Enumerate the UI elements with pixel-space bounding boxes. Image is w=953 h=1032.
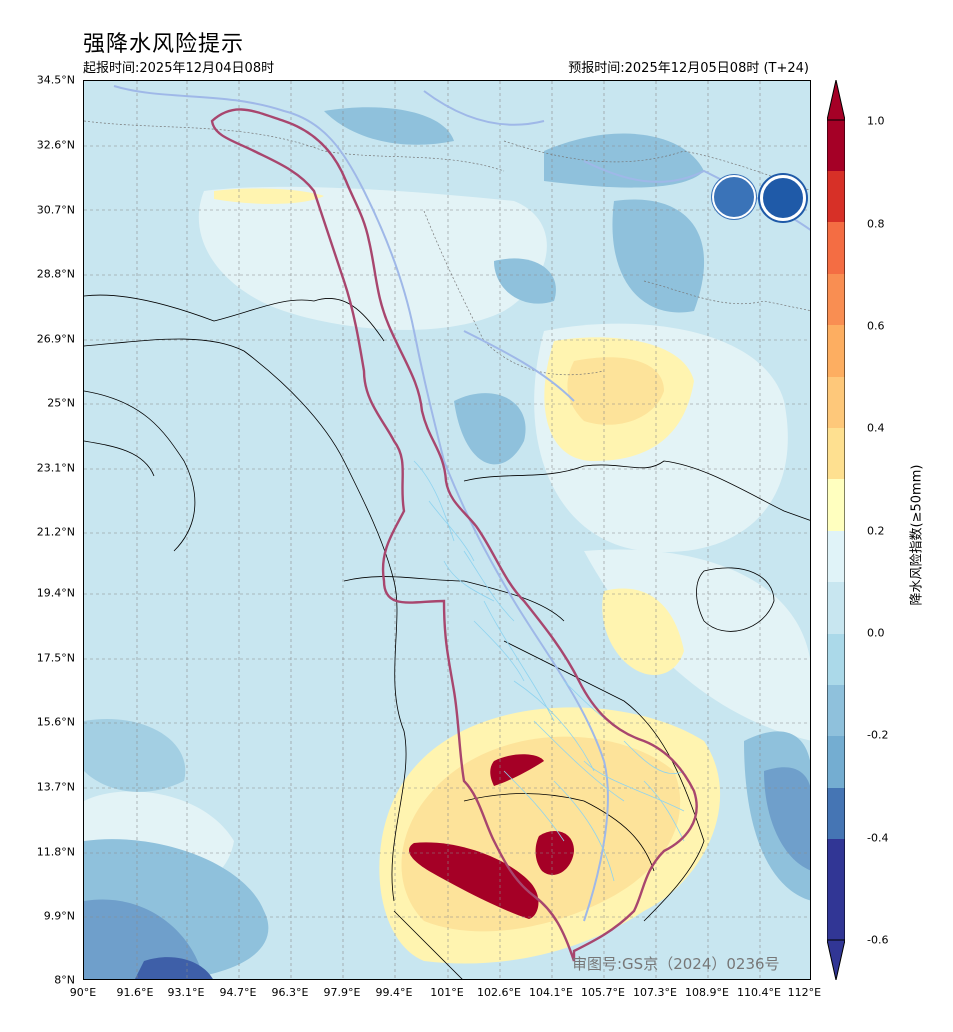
lon-label: 99.4°E [375,986,413,999]
lat-label: 17.5°N [36,651,75,665]
lat-label: 21.2°N [36,525,75,539]
lat-label: 30.7°N [36,203,75,217]
map-canvas [84,81,810,979]
lon-label: 94.7°E [219,986,257,999]
lat-label: 15.6°N [36,715,75,729]
lon-label: 105.7°E [581,986,625,999]
colorbar-tick: 0.4 [867,421,885,435]
lon-label: 108.9°E [685,986,729,999]
colorbar-tick: 1.0 [867,114,885,128]
lat-label: 23.1°N [36,461,75,475]
lat-label: 26.9°N [36,332,75,346]
lat-label: 32.6°N [36,138,75,152]
lat-label: 25°N [47,396,75,410]
lat-label: 34.5°N [36,73,75,87]
colorbar-tick: 0.8 [867,217,885,231]
map-approval-number: 审图号:GS京（2024）0236号 [572,955,780,973]
lon-label: 90°E [69,986,97,999]
map-panel [83,80,811,980]
lon-label: 96.3°E [271,986,309,999]
lat-label: 9.9°N [43,909,75,923]
colorbar-tick: -0.2 [867,728,889,742]
lon-label: 91.6°E [116,986,154,999]
valid-time: 预报时间:2025年12月05日08时 (T+24) [568,61,809,76]
lat-label: 19.4°N [36,586,75,600]
lon-label: 102.6°E [477,986,521,999]
issue-time: 起报时间:2025年12月04日08时 [83,61,275,76]
colorbar-tick: 0.2 [867,524,885,538]
cma-logo-icon [760,175,806,221]
page-title: 强降水风险提示 [83,32,245,57]
lon-label: 112°E [787,986,822,999]
lat-label: 8°N [54,973,75,987]
lon-label: 97.9°E [323,986,361,999]
colorbar-tick: -0.4 [867,831,889,845]
lon-label: 93.1°E [167,986,205,999]
colorbar-tick: -0.6 [867,933,889,947]
lat-label: 11.8°N [36,845,75,859]
lon-label: 104.1°E [529,986,573,999]
lat-label: 28.8°N [36,267,75,281]
lon-label: 101°E [430,986,464,999]
lon-label: 110.4°E [737,986,781,999]
colorbar [827,80,845,980]
wmo-logo-icon [712,175,756,219]
colorbar-tick: 0.0 [867,626,885,640]
colorbar-label: 降水风险指数(≥50mm) [909,464,925,606]
lon-label: 107.3°E [633,986,677,999]
colorbar-tick: 0.6 [867,319,885,333]
lat-label: 13.7°N [36,780,75,794]
